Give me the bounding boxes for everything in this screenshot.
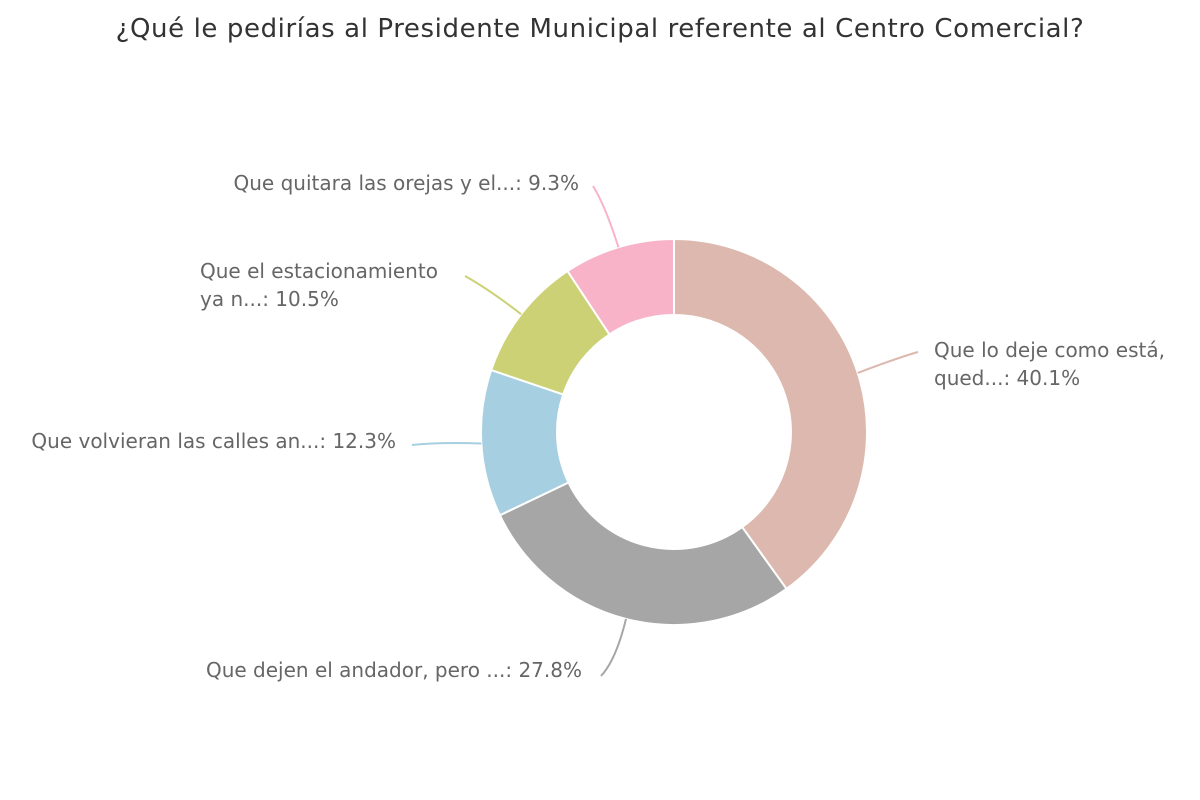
slice-connector-line [857,351,919,374]
slice-connector-line [464,275,522,315]
slice-label: Que quitara las orejas y el...: 9.3% [234,171,579,195]
slices-layer [480,237,868,626]
chart-title: ¿Qué le pedirías al Presidente Municipal… [115,14,1085,44]
slice-label: Que volvieran las calles an...: 12.3% [31,429,396,453]
connectors-layer [411,185,919,677]
slice-connector-line [600,618,627,677]
donut-slice[interactable] [673,237,868,591]
slice-label: Que dejen el andador, pero ...: 27.8% [206,658,582,682]
slice-label-line: ya n...: 10.5% [200,287,339,311]
donut-slice[interactable] [566,237,675,336]
slice-connector-line [411,442,482,446]
donut-slice[interactable] [498,481,788,626]
slice-connector-line [592,185,620,248]
slice-label-line: Que lo deje como está, [934,338,1165,362]
slice-label: Que el estacionamiento ya n...: 10.5% [200,259,438,311]
slice-label-line: Que quitara las orejas y el...: 9.3% [234,171,579,195]
labels-layer: Que lo deje como está, qued...: 40.1%Que … [31,171,1165,682]
slice-label-line: Que dejen el andador, pero ...: 27.8% [206,658,582,682]
slice-label-line: Que el estacionamiento [200,259,438,283]
slice-label-line: qued...: 40.1% [934,366,1080,390]
slice-label-line: Que volvieran las calles an...: 12.3% [31,429,396,453]
slice-label: Que lo deje como está, qued...: 40.1% [934,338,1165,390]
